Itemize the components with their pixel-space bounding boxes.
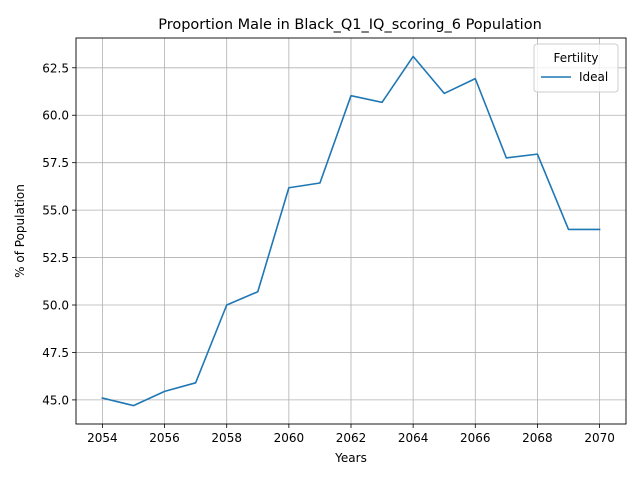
x-tick-label: 2058 [211,431,242,445]
y-tick-label: 47.5 [42,346,69,360]
y-tick-label: 50.0 [42,299,69,313]
y-tick-label: 62.5 [42,61,69,75]
y-axis-ticks: 45.0 47.5 50.0 52.5 55.0 57.5 60.0 62.5 [42,61,76,407]
y-tick-label: 60.0 [42,109,69,123]
series-layer [101,55,601,407]
x-tick-label: 2056 [149,431,180,445]
x-tick-label: 2062 [336,431,367,445]
y-tick-label: 55.0 [42,204,69,218]
y-axis-label: % of Population [13,184,27,278]
grid [76,38,626,424]
legend-label-ideal: Ideal [579,70,608,84]
x-tick-label: 2054 [87,431,118,445]
y-tick-label: 52.5 [42,251,69,265]
y-tick-label: 57.5 [42,156,69,170]
x-tick-label: 2066 [460,431,491,445]
x-tick-label: 2064 [398,431,429,445]
y-tick-label: 45.0 [42,393,69,407]
x-tick-label: 2068 [522,431,553,445]
series-line-ideal [101,55,601,407]
chart-title: Proportion Male in Black_Q1_IQ_scoring_6… [158,17,542,33]
legend-title: Fertility [553,51,598,65]
x-tick-label: 2060 [274,431,305,445]
legend-box [533,43,619,93]
x-axis-ticks: 2054 2056 2058 2060 2062 2064 2066 2068 2070 [87,424,615,445]
legend: Fertility Ideal [533,43,619,93]
x-axis-label: Years [334,451,367,465]
x-tick-label: 2070 [584,431,615,445]
